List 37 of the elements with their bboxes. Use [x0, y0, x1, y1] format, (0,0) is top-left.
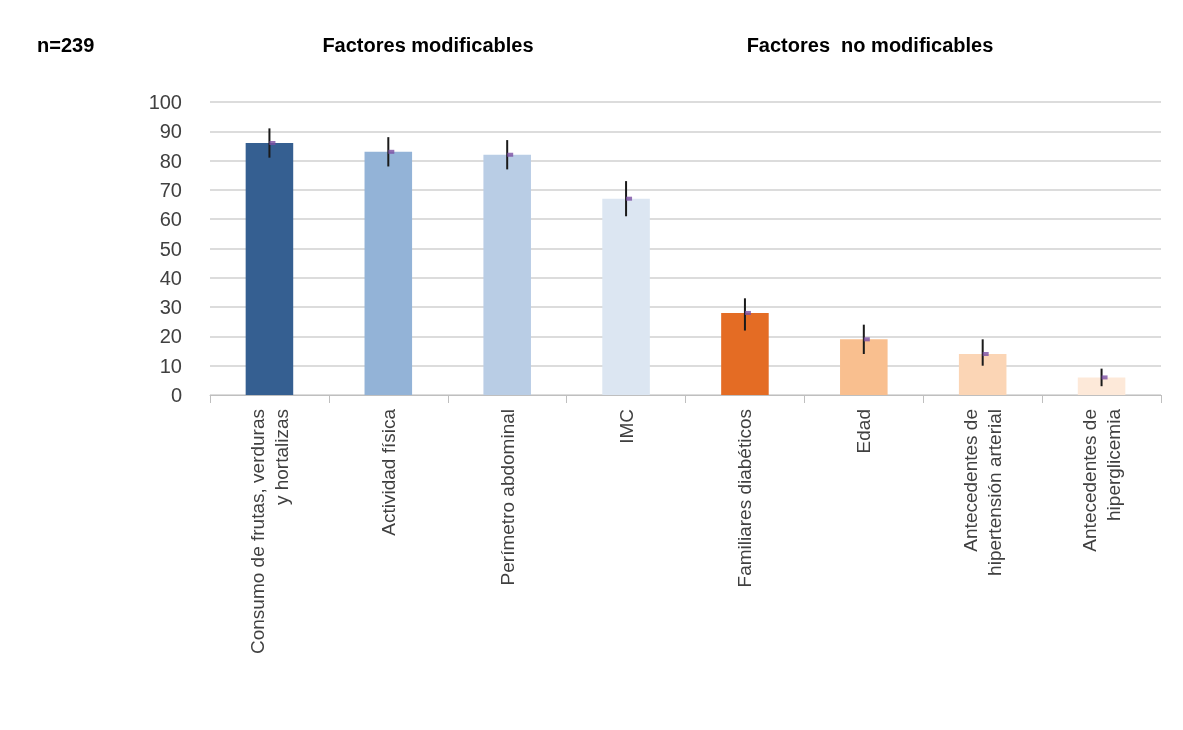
bar — [483, 154, 531, 395]
point — [1101, 375, 1108, 380]
y-tick-label: 10 — [159, 354, 182, 377]
point — [388, 149, 395, 154]
x-tick-label: Actividad física — [377, 408, 399, 536]
x-tick-label: IMC — [615, 409, 637, 444]
point — [744, 310, 751, 315]
y-tick-label: 40 — [159, 266, 182, 289]
text: Factores no modificables — [746, 34, 994, 56]
x-tick-label: Edad — [853, 409, 875, 454]
point — [982, 351, 989, 356]
bar — [364, 151, 413, 395]
bar — [245, 143, 294, 395]
point — [269, 141, 276, 146]
bar — [840, 339, 888, 395]
text: Factores modificables — [322, 34, 534, 56]
y-tick-label: 90 — [159, 120, 182, 143]
point — [507, 152, 514, 157]
y-tick-label: 0 — [170, 384, 182, 406]
bar — [721, 312, 769, 395]
x-tick-label: Antecedentes de hipertensión arterial — [960, 409, 1006, 576]
y-tick-label: 70 — [159, 178, 182, 201]
y-tick-label: 100 — [148, 91, 182, 113]
y-tick-label: 20 — [159, 325, 182, 348]
point — [863, 337, 870, 342]
y-tick-label: 50 — [159, 237, 182, 260]
x-tick-label: Perímetro abdominal — [496, 409, 518, 586]
y-tick-label: 60 — [159, 208, 182, 231]
y-tick-label: 30 — [159, 296, 182, 319]
bar — [958, 353, 1007, 395]
x-tick-label: Familiares diabéticos — [734, 409, 756, 588]
x-tick-label: Consumo de frutas, verduras y hortalizas — [246, 409, 292, 655]
point — [626, 196, 633, 201]
bar — [1077, 377, 1126, 395]
bar — [602, 198, 650, 395]
y-tick-label: 80 — [159, 149, 182, 172]
text: n=239 — [37, 34, 95, 56]
